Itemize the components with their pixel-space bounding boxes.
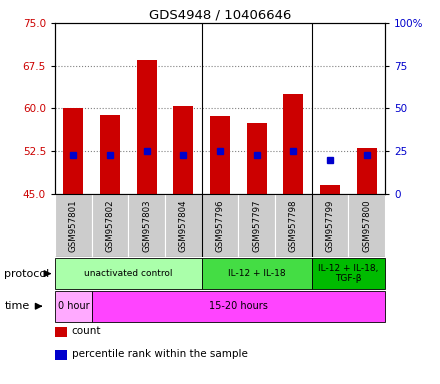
Bar — [55, 258, 202, 289]
Bar — [165, 194, 202, 257]
Bar — [128, 194, 165, 257]
Bar — [92, 291, 385, 322]
Text: GSM957800: GSM957800 — [362, 199, 371, 252]
Text: GSM957798: GSM957798 — [289, 199, 298, 252]
Bar — [356, 148, 377, 194]
Bar — [312, 258, 385, 289]
Text: GSM957803: GSM957803 — [142, 199, 151, 252]
Bar — [92, 194, 128, 257]
Text: protocol: protocol — [4, 268, 50, 279]
Bar — [210, 116, 230, 194]
Text: GSM957801: GSM957801 — [69, 199, 78, 252]
Bar — [55, 291, 92, 322]
Bar — [173, 106, 194, 194]
Bar — [283, 94, 304, 194]
Text: GSM957802: GSM957802 — [106, 199, 114, 252]
Bar — [55, 327, 67, 337]
Bar — [348, 194, 385, 257]
Text: IL-12 + IL-18: IL-12 + IL-18 — [228, 269, 286, 278]
Bar — [63, 109, 84, 194]
Text: unactivated control: unactivated control — [84, 269, 172, 278]
Bar — [275, 194, 312, 257]
Text: GSM957799: GSM957799 — [326, 199, 334, 252]
Bar — [202, 258, 312, 289]
Text: GSM957797: GSM957797 — [252, 199, 261, 252]
Bar — [100, 115, 120, 194]
Bar — [320, 185, 340, 194]
Title: GDS4948 / 10406646: GDS4948 / 10406646 — [149, 9, 291, 22]
Text: IL-12 + IL-18,
TGF-β: IL-12 + IL-18, TGF-β — [318, 264, 378, 283]
Bar — [312, 194, 348, 257]
Text: 15-20 hours: 15-20 hours — [209, 301, 268, 311]
Text: count: count — [72, 326, 101, 336]
Bar — [238, 194, 275, 257]
Text: time: time — [4, 301, 29, 311]
Bar — [55, 350, 67, 360]
Bar — [246, 123, 267, 194]
Text: GSM957804: GSM957804 — [179, 199, 188, 252]
Bar — [136, 60, 157, 194]
Text: GSM957796: GSM957796 — [216, 199, 224, 252]
Bar — [55, 194, 92, 257]
Bar — [202, 194, 238, 257]
Text: 0 hour: 0 hour — [58, 301, 89, 311]
Text: percentile rank within the sample: percentile rank within the sample — [72, 349, 248, 359]
